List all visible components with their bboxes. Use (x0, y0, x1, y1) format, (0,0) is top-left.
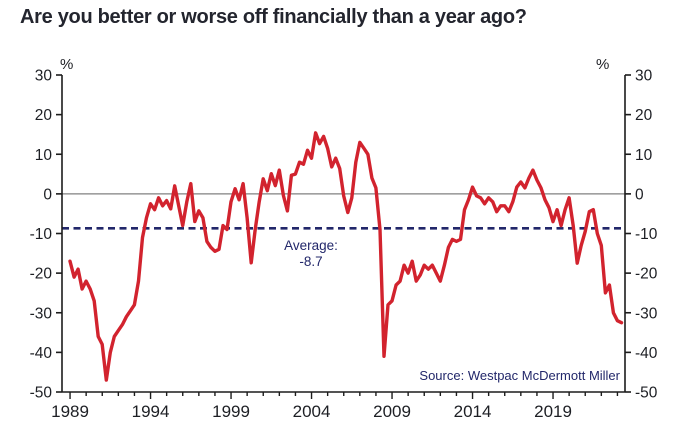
x-tick-label: 1989 (51, 402, 89, 421)
average-annotation: Average: -8.7 (266, 238, 356, 270)
source-attribution: Source: Westpac McDermott Miller (419, 368, 620, 383)
chart-title: Are you better or worse off financially … (20, 6, 527, 28)
x-tick-label: 2014 (454, 402, 492, 421)
x-tick-label: 1999 (212, 402, 250, 421)
average-annotation-line2: -8.7 (299, 254, 323, 270)
y-tick-label-right: -20 (635, 266, 658, 283)
y-tick-label-right: 20 (635, 107, 653, 124)
y-tick-label-right: 0 (635, 186, 644, 203)
y-tick-label-right: -30 (635, 305, 658, 322)
y-tick-label-right: 10 (635, 147, 653, 164)
y-tick-label-left: -30 (30, 305, 53, 322)
y-tick-label-left: 10 (35, 147, 53, 164)
y-tick-label-right: -50 (635, 385, 658, 402)
data-line (68, 131, 624, 382)
y-tick-label-left: 30 (35, 68, 53, 85)
y-axis-unit-left: % (60, 56, 74, 73)
y-tick-label-right: -10 (635, 226, 658, 243)
y-tick-label-left: -50 (30, 385, 53, 402)
x-tick-label: 1994 (132, 402, 170, 421)
y-tick-label-left: 20 (35, 107, 53, 124)
y-axis-unit-right: % (596, 56, 610, 73)
y-tick-label-right: 30 (635, 68, 653, 85)
y-tick-label-left: 0 (43, 186, 52, 203)
x-tick-label: 2009 (373, 402, 411, 421)
x-tick-label: 2019 (534, 402, 572, 421)
y-tick-label-left: -20 (30, 266, 53, 283)
y-tick-label-left: -10 (30, 226, 53, 243)
x-tick-label: 2004 (293, 402, 331, 421)
average-annotation-line1: Average: (284, 238, 338, 253)
y-tick-label-right: -40 (635, 345, 658, 362)
y-tick-label-left: -40 (30, 345, 53, 362)
